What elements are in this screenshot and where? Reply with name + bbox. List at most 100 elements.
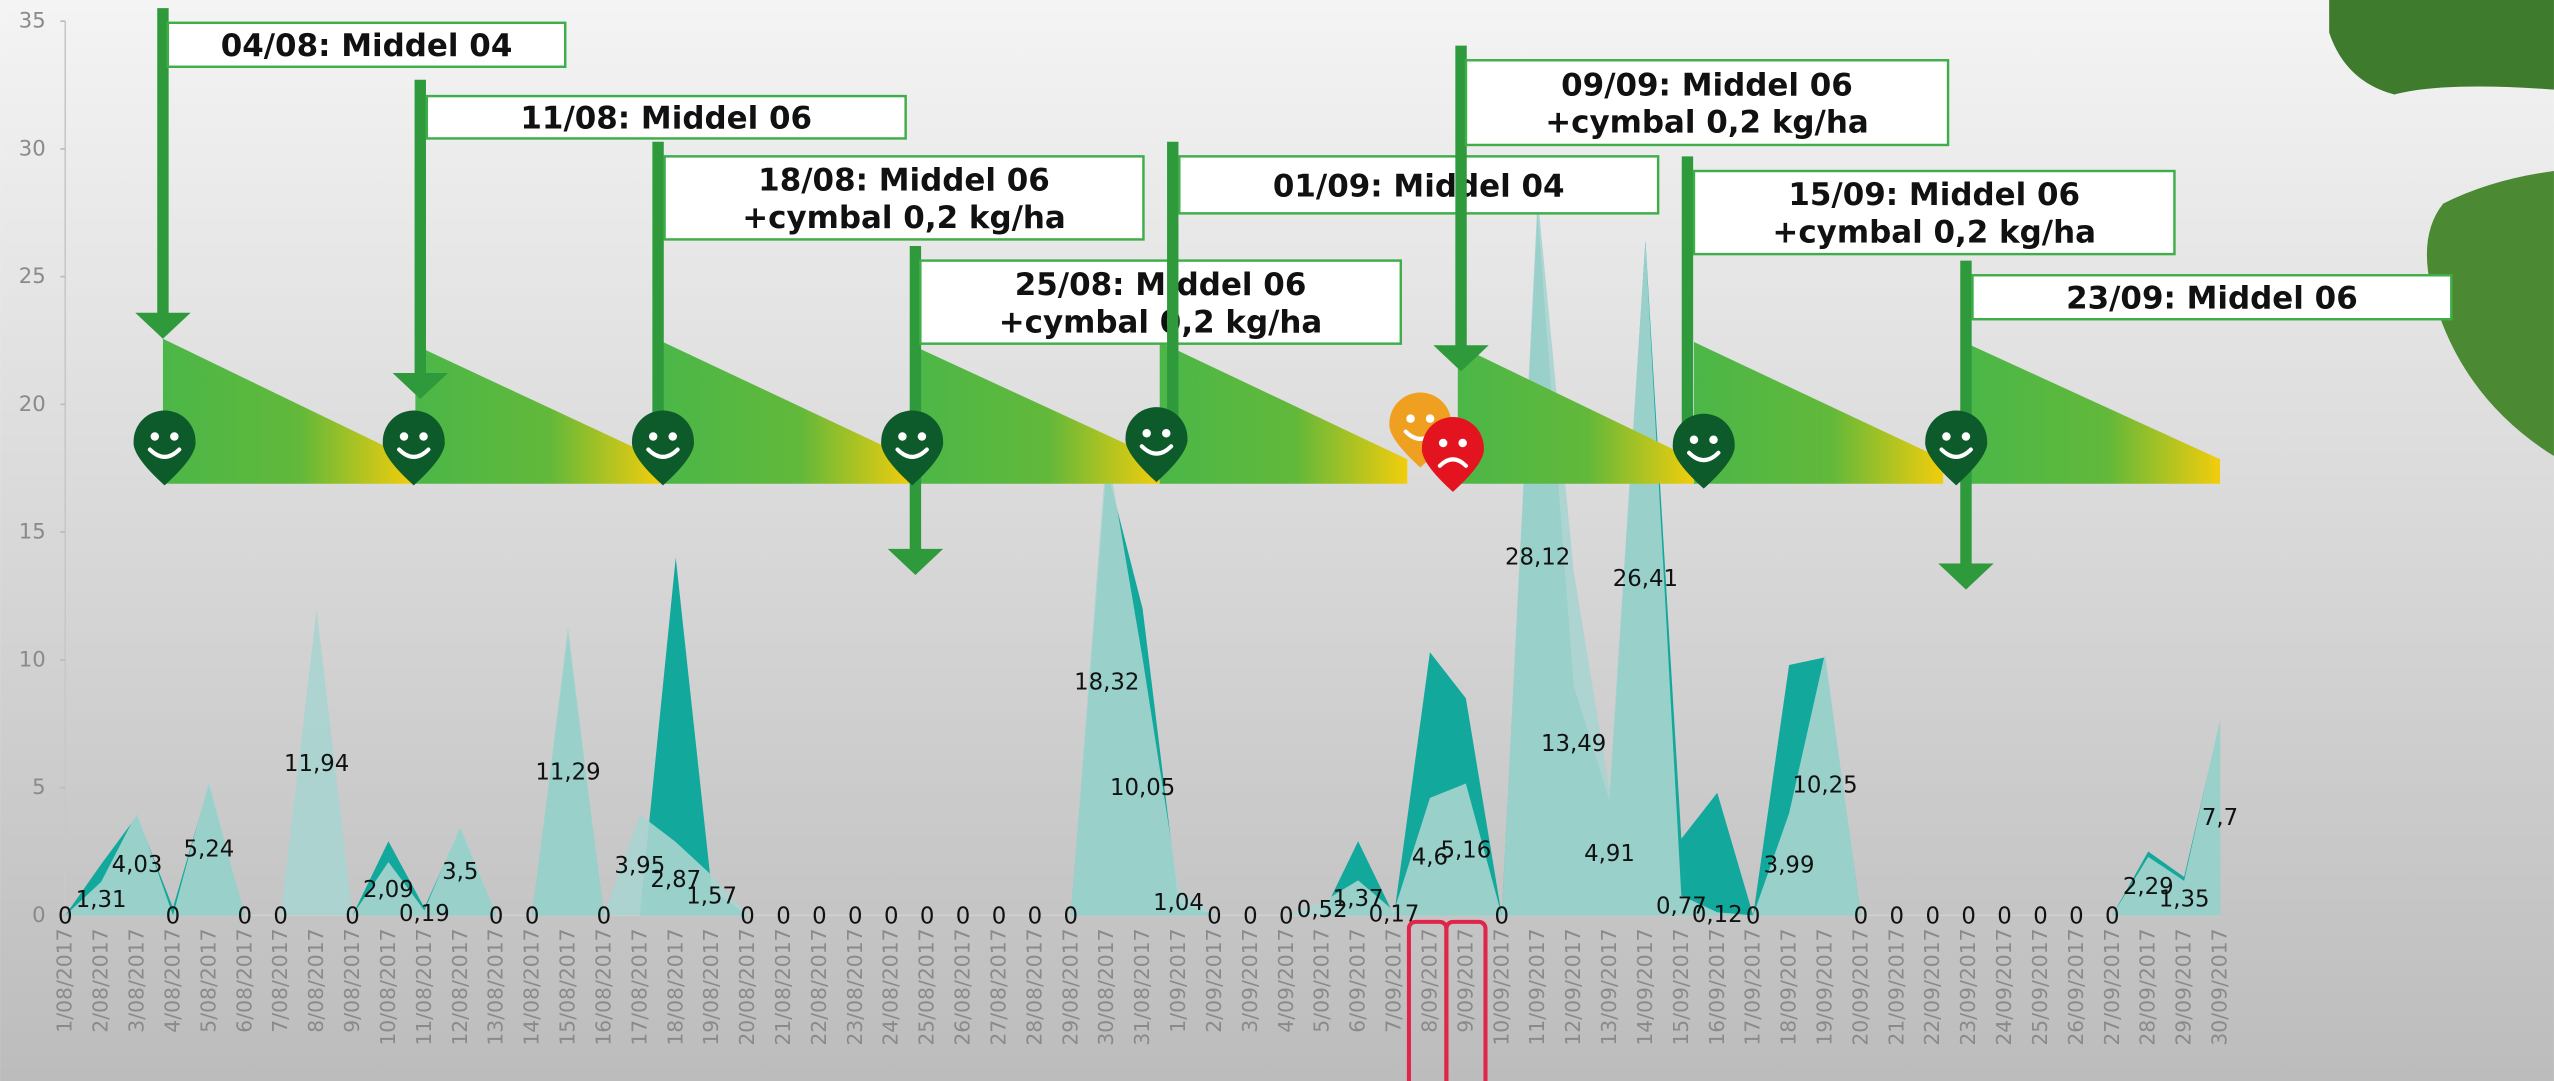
annotation-box <box>1692 169 2176 256</box>
x-tick-label: 19/09/2017 <box>1813 928 1837 1045</box>
data-label: 0,12 <box>1692 902 1743 928</box>
x-tick-label: 14/09/2017 <box>1633 928 1657 1045</box>
eye <box>917 432 927 441</box>
data-label: 10,25 <box>1792 773 1857 799</box>
data-label: 10,05 <box>1110 775 1175 801</box>
x-tick-label: 28/09/2017 <box>2136 928 2160 1045</box>
data-label: 3,99 <box>1764 853 1815 879</box>
x-tick-label: 15/09/2017 <box>1669 928 1693 1045</box>
mouth <box>1437 457 1468 468</box>
risk-triangle <box>415 345 660 484</box>
annotation-text: 15/09: Middel 06 <box>1788 177 2080 213</box>
annotation-text: 23/09: Middel 06 <box>2066 281 2358 317</box>
data-label: 0 <box>525 904 540 930</box>
data-label: 28,12 <box>1505 544 1570 570</box>
annotation-box <box>1464 59 1950 147</box>
x-tick-label: 29/08/2017 <box>1058 928 1082 1045</box>
annotation-box <box>663 155 1145 241</box>
x-tick-label: 5/08/2017 <box>196 928 220 1032</box>
data-label: 1,35 <box>2159 886 2210 912</box>
x-tick-label: 23/09/2017 <box>1956 928 1980 1045</box>
arrow-head <box>887 548 944 575</box>
data-label: 0 <box>489 904 504 930</box>
data-label: 1,31 <box>76 887 127 913</box>
mouth <box>895 447 929 459</box>
x-tick-label: 8/09/2017 <box>1417 928 1441 1032</box>
x-tick-label: 3/08/2017 <box>125 928 149 1032</box>
status-marker <box>881 410 944 486</box>
marker-pin <box>1125 407 1188 483</box>
data-label: 0 <box>1925 904 1940 930</box>
arrow-head <box>135 312 191 339</box>
mouth <box>397 447 431 459</box>
data-label: 5,16 <box>1440 838 1491 864</box>
x-tick-label: 4/09/2017 <box>1274 928 1298 1032</box>
annotation-box <box>1971 274 2453 321</box>
data-label: 4,91 <box>1584 841 1635 867</box>
data-label: 3,95 <box>614 853 665 879</box>
x-tick-label: 6/08/2017 <box>232 928 256 1032</box>
area <box>65 196 2221 916</box>
x-tick-label: 1/09/2017 <box>1166 928 1190 1032</box>
y-tick-label: 20 <box>19 391 46 416</box>
x-tick-label: 26/08/2017 <box>951 928 975 1045</box>
x-tick-label: 17/08/2017 <box>627 928 651 1045</box>
x-tick-label: 29/09/2017 <box>2172 928 2196 1045</box>
data-label: 1,57 <box>686 883 737 909</box>
data-label: 0 <box>920 904 935 930</box>
data-label: 3,5 <box>442 859 478 885</box>
data-label: 0 <box>776 904 791 930</box>
status-marker <box>1125 407 1188 483</box>
y-tick-label: 30 <box>19 135 46 160</box>
y-tick-label: 0 <box>32 902 45 927</box>
x-tick-label: 9/08/2017 <box>340 928 364 1032</box>
eye <box>1406 414 1415 423</box>
marker-pin <box>1421 416 1484 492</box>
x-tick-label: 30/09/2017 <box>2208 928 2232 1045</box>
eye <box>1142 429 1151 438</box>
x-tick-label: 21/09/2017 <box>1884 928 1908 1045</box>
mouth <box>147 447 182 459</box>
marker-pin <box>881 410 944 486</box>
eye <box>170 432 179 441</box>
y-tick-label: 15 <box>19 519 46 544</box>
status-marker <box>133 410 196 486</box>
x-tick-label: 13/09/2017 <box>1597 928 1621 1045</box>
data-label: 0 <box>740 904 755 930</box>
annotation-text: +cymbal 0,2 kg/ha <box>1772 215 2096 251</box>
data-label: 0 <box>597 904 612 930</box>
x-tick-label: 20/08/2017 <box>735 928 759 1045</box>
data-label: 0 <box>1028 904 1043 930</box>
data-label: 1,37 <box>1333 886 1384 912</box>
data-label: 0 <box>2105 904 2120 930</box>
annotation-text: 25/08: Middel 06 <box>1015 267 1307 303</box>
eye <box>1458 438 1467 448</box>
x-tick-label: 5/09/2017 <box>1310 928 1334 1032</box>
marker-pin <box>382 410 445 486</box>
data-label: 0,52 <box>1297 897 1348 923</box>
marker-pin <box>1925 410 1988 486</box>
eye <box>1425 414 1435 423</box>
x-tick-label: 9/09/2017 <box>1453 928 1477 1032</box>
data-label: 0,19 <box>399 901 450 927</box>
eye <box>898 432 907 441</box>
data-label: 0 <box>1997 904 2012 930</box>
status-marker <box>382 410 445 486</box>
data-label: 0 <box>1961 904 1976 930</box>
risk-triangle <box>1159 342 1408 484</box>
annotation-box <box>166 21 567 69</box>
x-tick-label: 17/09/2017 <box>1741 928 1765 1045</box>
data-label: 0 <box>1495 904 1510 930</box>
x-tick-label: 26/09/2017 <box>2064 928 2088 1045</box>
data-label: 2,09 <box>363 877 414 903</box>
x-tick-label: 16/08/2017 <box>591 928 615 1045</box>
eye <box>419 432 428 441</box>
eye <box>150 432 160 441</box>
x-tick-label: 10/09/2017 <box>1489 928 1513 1045</box>
x-tick-label: 22/08/2017 <box>807 928 831 1045</box>
data-label: 5,24 <box>183 837 234 863</box>
data-label: 0 <box>273 904 288 930</box>
data-label: 0 <box>1207 904 1222 930</box>
